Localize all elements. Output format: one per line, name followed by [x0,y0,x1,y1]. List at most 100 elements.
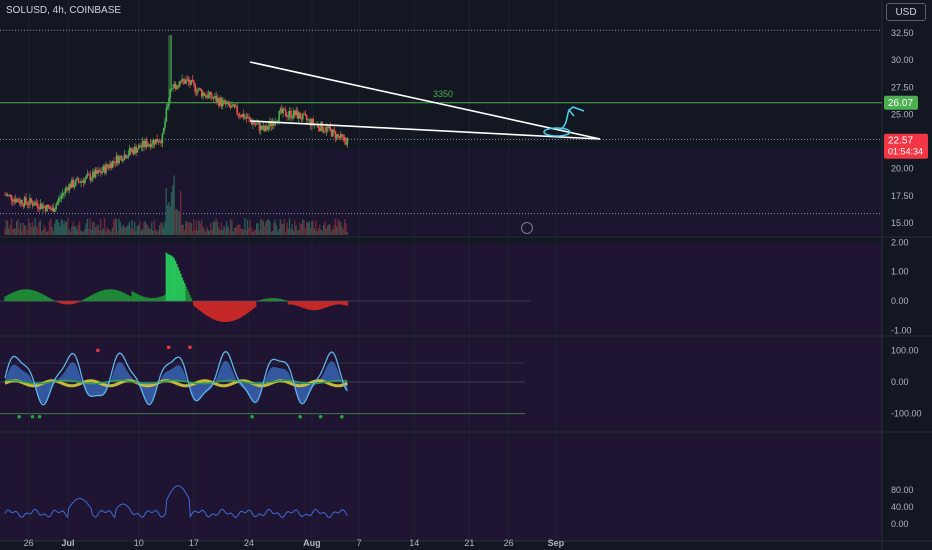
momentum-bar [227,301,229,322]
momentum-bar [127,295,130,302]
volume-bar [273,223,275,235]
candle-body [342,136,345,138]
momentum-bar [183,283,186,302]
momentum-bar [215,301,217,321]
momentum-bar [172,256,174,302]
momentum-bar [270,298,273,302]
candle-body [265,125,267,132]
symbol-title[interactable]: SOLUSD, 4h, COINBASE [6,5,122,16]
time-tick: 10 [134,538,144,548]
momentum-bar [63,301,65,305]
time-tick: Sep [548,538,565,548]
volume-bar [284,231,287,235]
momentum-bar [267,298,270,302]
volume-bar [298,229,300,235]
volume-bar [113,219,115,235]
momentum-bar [117,290,119,302]
volume-bar [219,229,221,235]
candle-body [183,80,186,84]
momentum-bar [208,301,211,318]
volume-bar [173,175,175,235]
volume-bar [136,225,139,235]
volume-bar [288,218,291,235]
candle-body [57,198,60,202]
volume-bar [140,230,143,235]
candle-body [253,122,256,125]
volume-bar [186,222,188,235]
volume-bar [275,224,278,235]
candle-body [273,122,275,126]
currency-button[interactable]: USD [886,3,926,21]
candle-body [124,154,127,159]
momentum-bar [25,289,27,302]
volume-bar [174,209,177,235]
volume-bar [68,229,70,235]
volume-bar [36,228,39,235]
candle-body [186,79,189,81]
candle-body [72,179,75,187]
resistance-price-tag [884,95,918,110]
volume-bar [168,202,170,235]
volume-bar [319,224,321,235]
macd-tick: 2.00 [891,237,909,247]
momentum-bar [38,292,40,302]
volume-bar [119,222,122,235]
candle-body [126,157,128,159]
volume-bar [229,218,232,235]
volume-bar [96,226,98,235]
osc-tick: 100.00 [891,345,919,355]
momentum-bar [14,291,17,302]
candle-body [84,178,86,184]
volume-bar [123,227,125,235]
momentum-bar [243,301,245,316]
momentum-bar [103,289,106,302]
volume-bar [102,228,104,235]
volume-bar [172,185,174,235]
candle-body [178,81,181,88]
candle-body [73,185,76,187]
momentum-bar [223,301,225,322]
candle-body [225,103,228,105]
candle-body [278,110,280,121]
momentum-bar [152,298,155,302]
momentum-bar [111,289,114,302]
momentum-bar [163,295,165,302]
volume-bar [332,229,334,235]
candle-body [203,92,206,96]
wedge-drawing[interactable] [249,61,601,234]
volume-bar [170,192,173,235]
volume-bar [8,228,10,235]
candle-body [109,163,111,168]
candle-body [238,114,241,117]
volume-bar [316,231,318,235]
candle-body [336,134,338,139]
momentum-bar [228,301,231,322]
volume-bar [26,230,28,235]
momentum-bar [326,301,329,307]
candle-body [151,144,153,148]
candle-body [193,81,195,84]
momentum-bar [102,290,105,302]
candle-body [244,117,246,119]
signal-dot [96,348,100,353]
candle-body [298,112,300,119]
momentum-bar [287,301,290,305]
volume-bar [25,225,27,235]
volume-bar [5,219,7,235]
momentum-bar [330,301,333,306]
momentum-bar [237,301,240,319]
candle-body [51,207,54,210]
volume-bar [287,228,289,235]
volume-bar [153,219,156,235]
volume-bar [88,229,90,235]
momentum-bar [252,301,254,310]
momentum-bar [139,295,141,302]
candle-body [71,179,73,188]
candle-body [242,114,245,119]
momentum-bar [225,301,228,322]
volume-bar [52,231,55,235]
momentum-bar [329,301,332,306]
volume-bar [107,228,110,235]
